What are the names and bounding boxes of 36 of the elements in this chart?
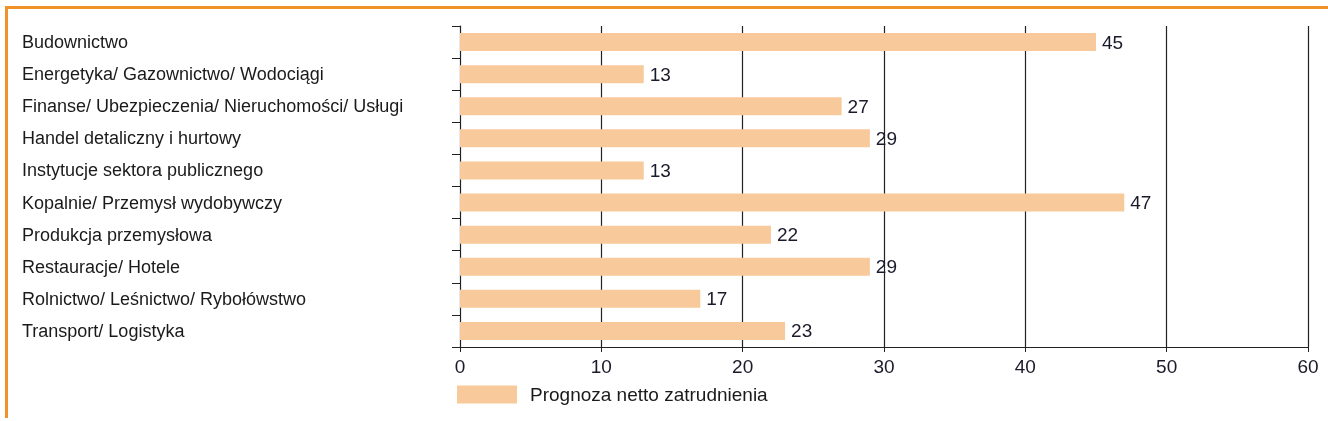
bar [460, 289, 701, 308]
y-tick-label: Produkcja przemysłowa [22, 224, 214, 245]
x-tick-label: 10 [590, 356, 612, 377]
y-tick-label: Handel detaliczny i hurtowy [22, 128, 242, 149]
y-tick-label: Budownictwo [22, 32, 129, 53]
bar [460, 225, 771, 244]
bar [460, 257, 870, 276]
y-tick-label: Restauracje/ Hotele [22, 256, 181, 277]
y-tick-label: Transport/ Logistyka [22, 320, 186, 341]
x-tick-label: 60 [1297, 356, 1319, 377]
y-tick-label: Kopalnie/ Przemysł wydobywczy [22, 192, 283, 213]
bar [460, 65, 644, 84]
x-tick-label: 40 [1014, 356, 1036, 377]
data-label: 23 [791, 320, 813, 342]
bar [460, 129, 870, 148]
bar [460, 33, 1096, 52]
data-label: 13 [649, 63, 671, 85]
data-label: 17 [706, 288, 728, 310]
x-tick-label: 30 [873, 356, 895, 377]
bar [460, 97, 842, 116]
x-tick-label: 20 [732, 356, 754, 377]
data-label: 22 [776, 224, 799, 246]
y-tick-label: Energetyka/ Gazownictwo/ Wodociągi [22, 64, 324, 85]
data-label: 27 [847, 95, 869, 117]
x-tick-label: 50 [1156, 356, 1178, 377]
data-label: 45 [1102, 31, 1124, 53]
data-label: 47 [1130, 192, 1152, 214]
bar [460, 321, 786, 340]
x-tick-label: 0 [454, 356, 466, 377]
legend-label: Prognoza netto zatrudnienia [530, 384, 769, 405]
bar [460, 193, 1125, 212]
data-label: 13 [649, 159, 671, 181]
bar [460, 161, 644, 180]
y-tick-label: Finanse/ Ubezpieczenia/ Nieruchomości/ Usługi [22, 96, 404, 117]
y-tick-label: Instytucje sektora publicznego [22, 160, 264, 181]
y-tick-label: Rolnictwo/ Leśnictwo/ Rybołówstwo [22, 288, 307, 309]
